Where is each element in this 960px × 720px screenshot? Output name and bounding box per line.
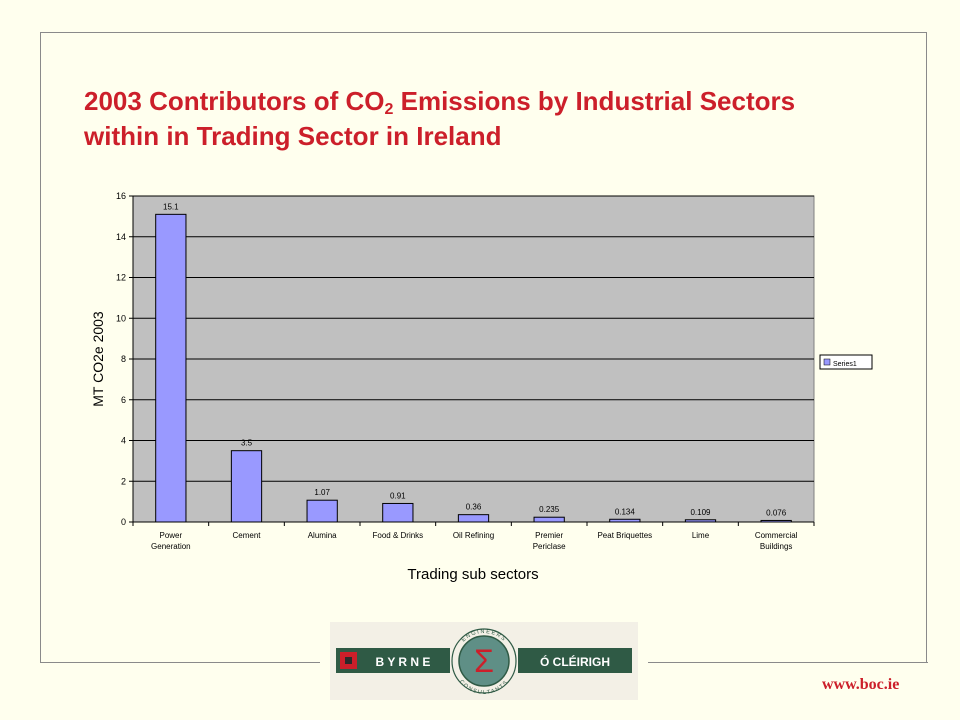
title-part1: 2003 Contributors of CO: [84, 86, 385, 116]
logo-right-band: [518, 648, 632, 673]
title-subscript: 2: [384, 101, 394, 118]
logo-circle-outer: [451, 628, 517, 694]
bar: [382, 502, 414, 523]
y-tick-label: 2: [121, 476, 126, 486]
y-tick-label: 14: [116, 232, 126, 242]
bar: [533, 516, 565, 523]
data-label: 0.109: [690, 508, 711, 517]
data-label: 15.1: [163, 202, 179, 211]
frame-divider-left: [40, 662, 320, 663]
bar-chart: 0 2 4 6 8 10 12 14 16 15.1 3.5 1.07 0.91 0.36 0.235 0.…: [90, 191, 873, 583]
frame-divider-right: [648, 662, 928, 663]
data-label: 0.134: [615, 507, 636, 516]
x-tick-label: Cement: [232, 531, 261, 540]
y-tick-label: 16: [116, 191, 126, 201]
bar-labels: 15.1 3.5 1.07 0.91 0.36 0.235 0.134 0.109 0.076: [163, 202, 787, 517]
legend-swatch: [823, 358, 831, 366]
x-axis-title: Trading sub sectors: [407, 566, 538, 583]
bar: [230, 450, 263, 523]
slide-frame: [40, 32, 927, 662]
bar: [155, 213, 187, 523]
y-axis-title: MT CO2e 2003: [90, 311, 106, 407]
legend: Series1: [819, 354, 873, 370]
x-tick-label: Commercial Buildings: [755, 531, 798, 551]
y-tick-label: 10: [116, 313, 126, 323]
x-tick-label: Lime: [692, 531, 710, 540]
logo-left-text: B Y R N E: [376, 655, 431, 669]
y-axis-ticks: 0 2 4 6 8 10 12 14 16: [116, 191, 133, 527]
x-tick-label: Oil Refining: [453, 531, 494, 540]
legend-label: Series1: [833, 361, 857, 368]
data-label: 1.07: [314, 488, 330, 497]
logo-right-text: Ó CLÉIRIGH: [540, 654, 610, 669]
data-label: 0.235: [539, 505, 560, 514]
x-tick-label: Peat Briquettes: [597, 531, 652, 540]
logo-dark-dot: [345, 657, 352, 664]
x-tick-label: Alumina: [308, 531, 337, 540]
logo-circle: [458, 635, 510, 687]
bar: [306, 499, 338, 523]
company-logo: B Y R N E Ó CLÉIRIGH Σ ENGINEERS CONSULT…: [330, 622, 638, 700]
bar: [457, 514, 490, 523]
y-tick-label: 8: [121, 354, 126, 364]
y-tick-label: 12: [116, 273, 126, 283]
gridlines: [133, 195, 814, 482]
title-part2: Emissions by Industrial Sectors within i…: [84, 86, 796, 151]
y-tick-label: 0: [121, 517, 126, 527]
data-label: 0.076: [766, 508, 787, 517]
y-tick-label: 4: [121, 436, 126, 446]
website-url[interactable]: www.boc.ie: [822, 676, 900, 693]
x-tick-label: Food & Drinks: [372, 531, 423, 540]
y-tick-label: 6: [121, 395, 126, 405]
sigma-icon: Σ: [474, 643, 494, 679]
bars: [155, 213, 792, 523]
data-label: 3.5: [241, 439, 253, 448]
x-tick-label: Premier Periclase: [533, 531, 566, 551]
data-label: 0.36: [466, 503, 482, 512]
x-axis-ticks: Power Generation Cement Alumina Food & Drink…: [132, 522, 815, 551]
legend-box: [819, 354, 873, 370]
slide-title: 2003 Contributors of CO2 Emissions by In…: [84, 84, 874, 154]
data-label: 0.91: [390, 491, 406, 500]
x-tick-label: Power Generation: [151, 531, 191, 551]
